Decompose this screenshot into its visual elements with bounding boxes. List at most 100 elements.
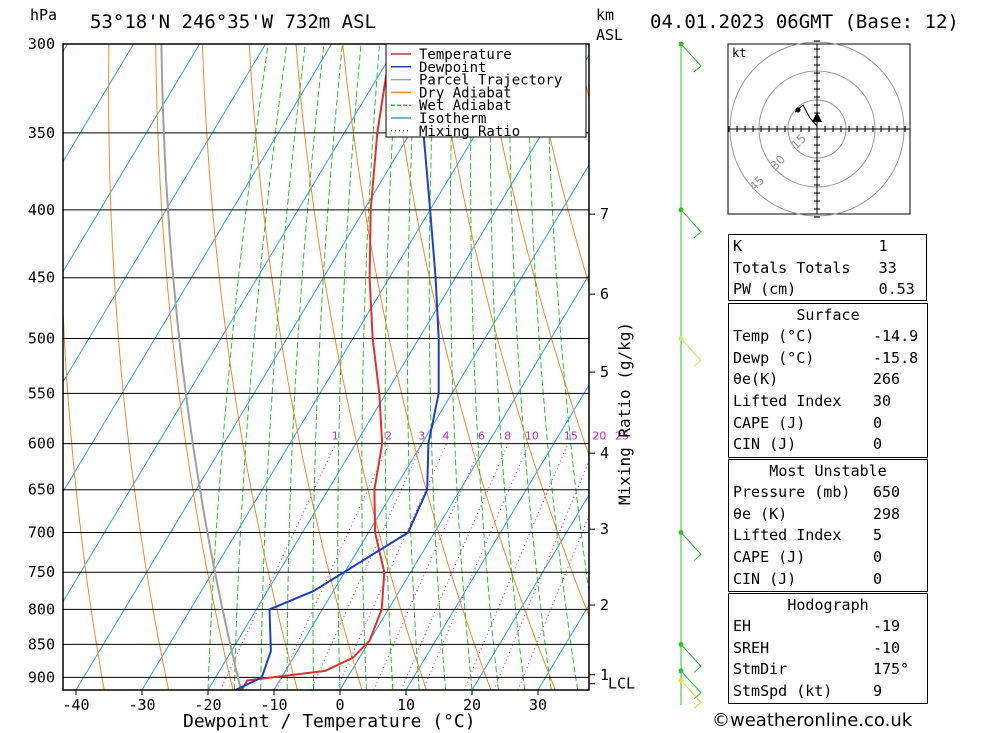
location-title: 53°18'N 246°35'W 732m ASL — [90, 11, 376, 33]
wind-barb — [680, 532, 702, 561]
list-item: θe(K) 266 — [733, 370, 901, 389]
isotherm-line — [405, 384, 589, 690]
storm-motion-marker — [812, 112, 822, 122]
wind-barb — [680, 209, 702, 239]
wind-profile — [678, 41, 702, 709]
mixing-ratio-label: 8 — [504, 430, 511, 443]
wet-adiabat-line — [361, 44, 380, 690]
legend-entry: Dry Adiabat — [419, 85, 512, 101]
wet-adiabat-line — [489, 44, 526, 690]
mixing-ratio-line — [373, 443, 483, 690]
hodograph-box: Hodograph EH -19 SREH -10 StmDir 175° StmSp… — [728, 593, 928, 704]
km-tick-label: LCL — [608, 675, 635, 693]
mixing-ratio-line — [275, 443, 390, 690]
table-row: PW (cm) 0.53 — [729, 278, 927, 300]
surface-title: Surface — [796, 306, 860, 324]
wind-barb — [680, 680, 702, 709]
dry-adiabat-line — [389, 44, 556, 690]
x-tick-label: -30 — [128, 696, 155, 714]
pressure-tick-label: 850 — [28, 635, 55, 653]
sounding-lines — [160, 44, 440, 690]
dry-adiabat-line — [201, 44, 298, 690]
km-tick-label: 4 — [600, 444, 609, 462]
dry-adiabat-line — [63, 297, 105, 690]
wet-adiabat-line — [286, 44, 325, 690]
km-tick-label: 2 — [600, 596, 609, 614]
wet-adiabat-line — [406, 44, 420, 690]
mixing-ratio-axis-title: Mixing Ratio (g/kg) — [615, 322, 634, 505]
x-tick-label: 10 — [397, 696, 415, 714]
mixing-ratio-label: 25 — [615, 430, 629, 443]
dry-adiabat-line — [248, 44, 363, 690]
legend-entry: Temperature — [419, 47, 512, 63]
x-tick-label: -10 — [260, 696, 287, 714]
isotherm-line — [63, 44, 201, 273]
mixing-ratio-line — [517, 514, 589, 690]
index-value: 1 — [878, 236, 888, 255]
dry-adiabat-line — [435, 44, 589, 618]
isotherm-line — [141, 44, 531, 690]
pressure-tick-label: 550 — [28, 384, 55, 402]
km-tick-label: 1 — [600, 666, 609, 684]
isotherm-line — [63, 44, 333, 493]
wet-adiabat-line — [470, 44, 499, 690]
km-tick-label: 6 — [600, 285, 609, 303]
list-item: StmSpd (kt) 9 — [733, 682, 883, 701]
temperature-line — [240, 44, 392, 690]
isotherm-line — [63, 44, 267, 383]
copyright-footer[interactable]: ©weatheronline.co.uk — [712, 710, 913, 731]
datetime-title: 04.01.2023 06GMT (Base: 12) — [650, 11, 959, 33]
pressure-tick-label: 800 — [28, 600, 55, 618]
hodograph-point — [795, 107, 801, 113]
wet-adiabat-line — [233, 44, 288, 690]
surface-box: Surface Temp (°C) -14.9 Dewp (°C) -15.8 θe… — [728, 303, 928, 458]
km-tick-label: 3 — [600, 520, 609, 538]
wet-adiabat-line — [449, 44, 473, 690]
isotherm-line — [339, 274, 589, 690]
dry-adiabat-line — [529, 44, 589, 287]
wind-barb — [680, 670, 702, 700]
dry-adiabat-line — [295, 44, 427, 690]
mixing-ratio-label: 3 — [418, 430, 425, 443]
x-tick-label: -20 — [194, 696, 221, 714]
legend-entry: Dewpoint — [419, 60, 486, 76]
x-tick-label: 20 — [463, 696, 481, 714]
pressure-tick-label: 600 — [28, 435, 55, 453]
mixing-ratio-label: 1 — [332, 430, 339, 443]
list-item: CIN (J) 0 — [733, 435, 883, 454]
mixing-ratio-label: 2 — [385, 430, 392, 443]
background-lines — [63, 44, 1000, 690]
dry-adiabat-line — [342, 44, 492, 690]
x-tick-label: 0 — [335, 696, 344, 714]
wind-barb — [680, 43, 702, 73]
hodograph-title: Hodograph — [787, 596, 869, 614]
wet-adiabat-line — [260, 44, 306, 690]
pressure-tick-label: 900 — [28, 668, 55, 686]
isotherm-line — [75, 44, 465, 690]
isotherm-line — [63, 44, 135, 163]
dewpoint-line — [235, 44, 440, 690]
mixing-ratio-line — [219, 443, 337, 690]
legend-entry: Mixing Ratio — [419, 124, 520, 140]
list-item: Lifted Index 30 — [733, 392, 892, 411]
mixing-ratio-line — [336, 443, 447, 690]
most-unstable-title: Most Unstable — [769, 462, 887, 480]
dry-adiabat-line — [108, 44, 170, 690]
isotherm-line — [63, 44, 399, 603]
dry-adiabat-line — [951, 44, 1000, 690]
pressure-tick-label: 450 — [28, 269, 55, 287]
km-tick-label: 5 — [600, 363, 609, 381]
most-unstable-box: Most Unstable Pressure (mb) 650 θe (K) 298… — [728, 459, 928, 592]
isotherm-line — [207, 54, 589, 690]
unit-asl: ASL — [596, 26, 623, 44]
mixing-ratio-label: 4 — [443, 430, 450, 443]
wet-adiabat-line — [207, 44, 269, 690]
list-item: SREH -10 — [733, 638, 901, 657]
table-row: Totals Totals 33 — [729, 257, 927, 279]
pressure-tick-label: 700 — [28, 523, 55, 541]
list-item: EH -19 — [733, 617, 901, 635]
x-axis-title: Dewpoint / Temperature (°C) — [183, 711, 476, 732]
